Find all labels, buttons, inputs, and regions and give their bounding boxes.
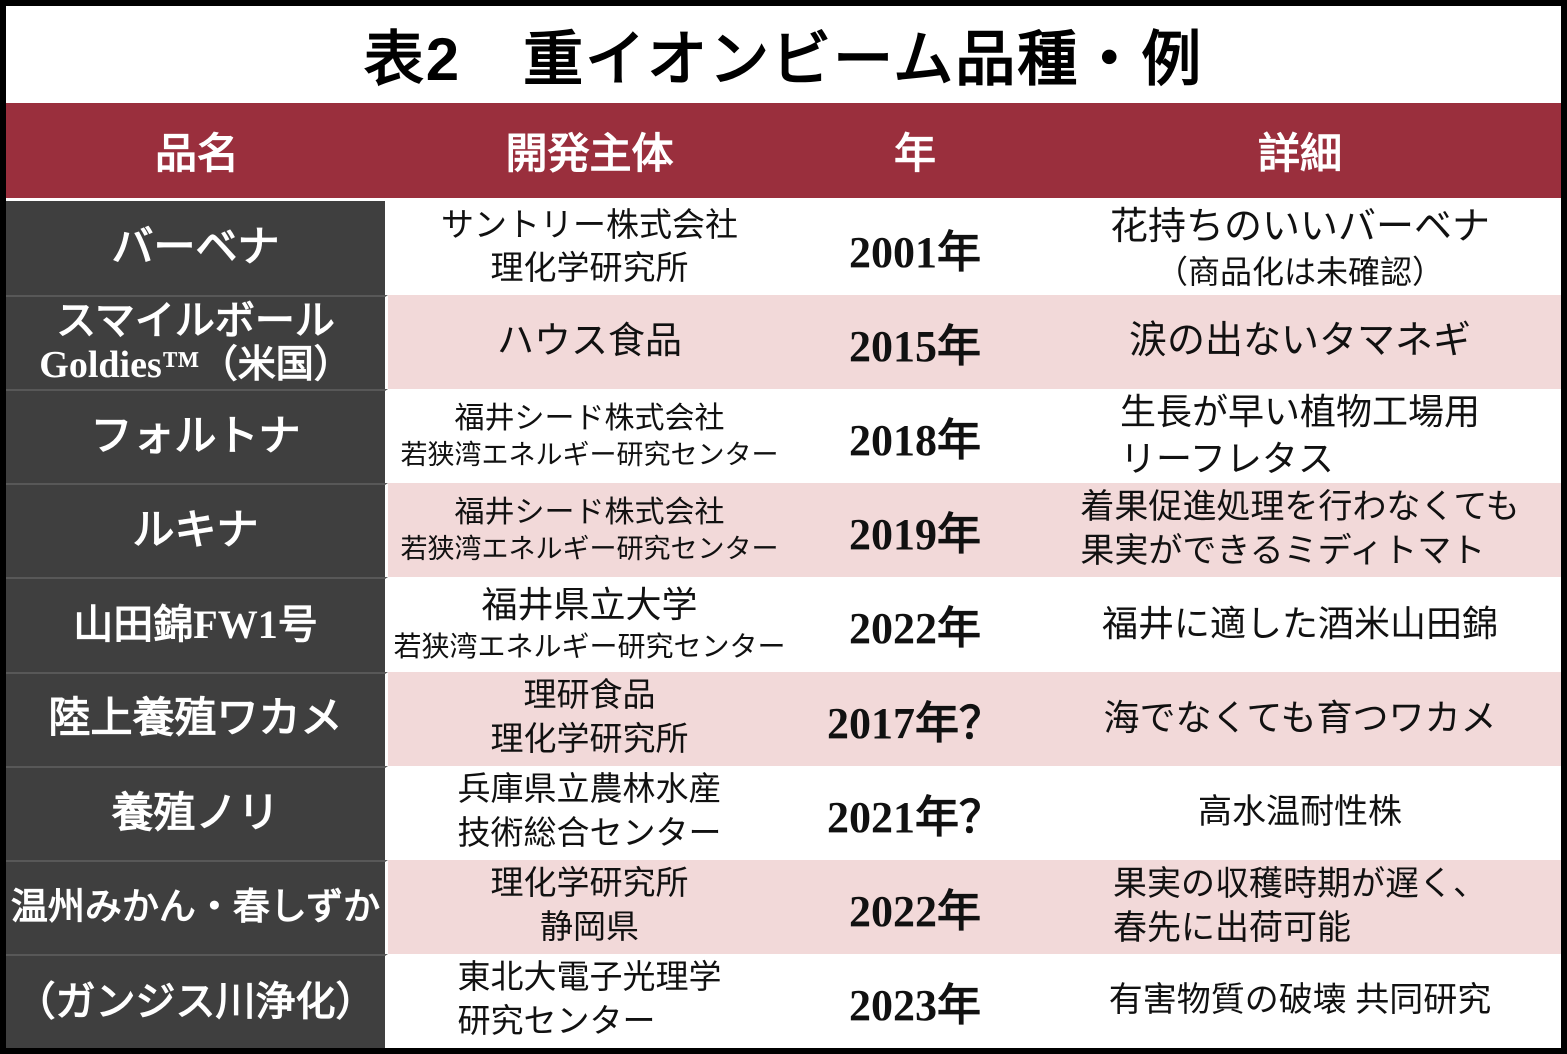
detail-cell: 高水温耐性株 (1039, 766, 1561, 860)
developer-line: ハウス食品 (497, 320, 682, 362)
developer-line: 若狭湾エネルギー研究センター (400, 440, 779, 471)
developer-line: 福井シード株式会社 (454, 495, 725, 529)
variety-name-cell: ルキナ (6, 483, 388, 578)
detail-line: 果実ができるミディトマト (1080, 533, 1486, 571)
page-title: 表2 重イオンビーム品種・例 (363, 26, 1204, 93)
detail-line: 涙の出ないタマネギ (1128, 320, 1471, 363)
table-row: スマイルボール Goldies™（米国） ハウス食品 2015年 涙の出ないタマ… (6, 295, 1561, 390)
variety-name: スマイルボール (56, 298, 335, 344)
developer-cell: 福井県立大学 若狭湾エネルギー研究センター (388, 577, 791, 671)
variety-name: 山田錦FW1号 (73, 602, 318, 648)
table-row: バーベナ サントリー株式会社 理化学研究所 2001年 花持ちのいいバーベナ （… (6, 201, 1561, 296)
table-row: 養殖ノリ 兵庫県立農林水産 技術総合センター 2021年？ 高水温耐性株 (6, 765, 1561, 860)
variety-name-cell: 山田錦FW1号 (6, 577, 388, 672)
developer-line: 若狭湾エネルギー研究センター (400, 534, 779, 565)
detail-line: 果実の収穫時期が遅く、 (1113, 865, 1487, 903)
developer-line: 技術総合センター (457, 815, 722, 852)
developer-line: 理化学研究所 (490, 721, 689, 758)
year-cell: 2018年 (849, 416, 981, 466)
variety-name: バーベナ (111, 224, 280, 271)
developer-line: 東北大電子光理学 (457, 960, 722, 997)
detail-line: 有害物質の破壊 共同研究 (1108, 981, 1492, 1019)
detail-cell: 生長が早い植物工場用 リーフレタス (1039, 389, 1561, 483)
developer-cell: 理研食品 理化学研究所 (388, 672, 791, 766)
developer-line: サントリー株式会社 (441, 207, 738, 244)
variety-name: 温州みかん・春しずか (10, 886, 381, 928)
developer-line: 研究センター (457, 1003, 656, 1040)
table-row: （ガンジス川浄化） 東北大電子光理学 研究センター 2023年 有害物質の破壊 … (6, 953, 1561, 1048)
detail-cell: 着果促進処理を行わなくても 果実ができるミディトマト (1039, 483, 1561, 577)
table-body: バーベナ サントリー株式会社 理化学研究所 2001年 花持ちのいいバーベナ （… (6, 198, 1561, 1048)
detail-line: 海でなくても育つワカメ (1103, 698, 1497, 739)
table-row: ルキナ 福井シード株式会社 若狭湾エネルギー研究センター 2019年 着果促進処… (6, 483, 1561, 578)
variety-name-cell: スマイルボール Goldies™（米国） (6, 295, 388, 390)
developer-line: 理化学研究所 (490, 251, 689, 288)
column-header-detail: 詳細 (1257, 130, 1342, 177)
developer-line: 理研食品 (523, 678, 656, 715)
variety-name: （ガンジス川浄化） (15, 978, 376, 1024)
year-cell: 2022年 (849, 604, 981, 654)
developer-cell: 理化学研究所 静岡県 (388, 860, 791, 954)
detail-line: 高水温耐性株 (1198, 793, 1402, 831)
variety-name-sub: Goldies™（米国） (39, 344, 352, 387)
variety-name-cell: 養殖ノリ (6, 765, 388, 860)
detail-line: 着果促進処理を行わなくても (1080, 489, 1520, 527)
developer-line: 福井シード株式会社 (454, 401, 725, 435)
table-row: フォルトナ 福井シード株式会社 若狭湾エネルギー研究センター 2018年 生長が… (6, 389, 1561, 484)
detail-line: 春先に出荷可能 (1113, 909, 1351, 947)
variety-name: 養殖ノリ (111, 790, 280, 837)
detail-cell: 海でなくても育つワカメ (1039, 672, 1561, 766)
detail-cell: 福井に適した酒米山田錦 (1039, 577, 1561, 671)
table-header-row: 品名 開発主体 年 詳細 (6, 103, 1561, 198)
detail-line: （商品化は未確認） (1155, 253, 1444, 290)
year-cell: 2022年 (849, 886, 981, 936)
year-cell: 2015年 (849, 322, 981, 372)
year-cell: 2021年？ (827, 792, 1003, 842)
column-header-name: 品名 (154, 130, 239, 177)
detail-cell: 花持ちのいいバーベナ （商品化は未確認） (1039, 201, 1561, 295)
variety-name: 陸上養殖ワカメ (48, 696, 343, 743)
table-row: 温州みかん・春しずか 理化学研究所 静岡県 2022年 果実の収穫時期が遅く、 … (6, 859, 1561, 954)
table-row: 陸上養殖ワカメ 理研食品 理化学研究所 2017年？ 海でなくても育つワカメ (6, 671, 1561, 766)
developer-line: 若狭湾エネルギー研究センター (393, 631, 786, 663)
variety-name-cell: 陸上養殖ワカメ (6, 671, 388, 766)
year-cell: 2023年 (849, 980, 981, 1030)
detail-line: 福井に適した酒米山田錦 (1101, 604, 1498, 645)
developer-cell: 福井シード株式会社 若狭湾エネルギー研究センター (388, 389, 791, 483)
year-cell: 2017年？ (827, 698, 1003, 748)
variety-name-cell: （ガンジス川浄化） (6, 953, 388, 1048)
table-row: 山田錦FW1号 福井県立大学 若狭湾エネルギー研究センター 2022年 福井に適… (6, 577, 1561, 672)
developer-line: 兵庫県立農林水産 (457, 772, 722, 809)
developer-cell: 福井シード株式会社 若狭湾エネルギー研究センター (388, 483, 791, 577)
developer-cell: 兵庫県立農林水産 技術総合センター (388, 766, 791, 860)
variety-name: ルキナ (132, 508, 259, 555)
detail-line: リーフレタス (1119, 439, 1334, 480)
detail-line: 花持ちのいいバーベナ (1109, 205, 1490, 248)
developer-cell: ハウス食品 (388, 295, 791, 389)
year-cell: 2001年 (849, 228, 981, 278)
year-cell: 2019年 (849, 510, 981, 560)
column-header-developer: 開発主体 (505, 130, 674, 177)
developer-cell: サントリー株式会社 理化学研究所 (388, 201, 791, 295)
developer-line: 静岡県 (540, 909, 639, 946)
developer-line: 理化学研究所 (490, 866, 689, 903)
variety-name: フォルトナ (90, 414, 301, 461)
variety-name-cell: 温州みかん・春しずか (6, 859, 388, 954)
variety-name-cell: バーベナ (6, 201, 388, 296)
detail-cell: 果実の収穫時期が遅く、 春先に出荷可能 (1039, 860, 1561, 954)
title-bar: 表2 重イオンビーム品種・例 (6, 6, 1561, 103)
developer-cell: 東北大電子光理学 研究センター (388, 954, 791, 1048)
detail-cell: 有害物質の破壊 共同研究 (1039, 954, 1561, 1048)
developer-line: 福井県立大学 (481, 585, 698, 626)
detail-line: 生長が早い植物工場用 (1119, 392, 1480, 433)
column-header-year: 年 (893, 130, 936, 177)
detail-cell: 涙の出ないタマネギ (1039, 295, 1561, 389)
variety-name-cell: フォルトナ (6, 389, 388, 484)
